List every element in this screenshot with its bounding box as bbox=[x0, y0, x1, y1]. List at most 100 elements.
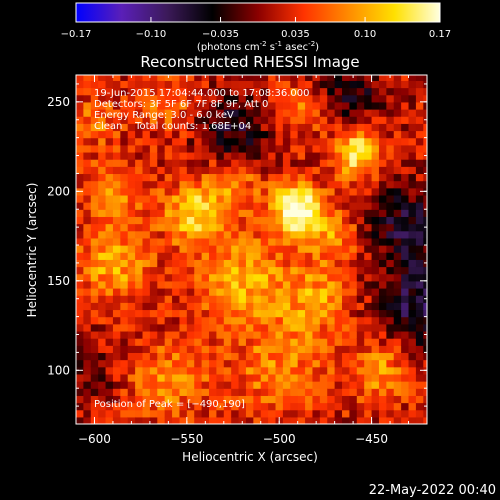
heatmap-cell bbox=[423, 395, 427, 404]
heatmap-cell bbox=[149, 194, 158, 203]
heatmap-cell bbox=[415, 123, 424, 132]
heatmap-cell bbox=[83, 101, 92, 110]
heatmap-cell bbox=[378, 116, 387, 124]
heatmap-cell bbox=[386, 151, 395, 160]
colorbar-tick-label: −0.17 bbox=[61, 29, 92, 40]
heatmap-cell bbox=[319, 309, 328, 318]
heatmap-cell bbox=[209, 359, 217, 368]
heatmap-cell bbox=[408, 316, 417, 325]
heatmap-cell bbox=[290, 381, 299, 389]
heatmap-cell bbox=[164, 123, 173, 132]
heatmap-cell bbox=[157, 309, 166, 318]
heatmap-cell bbox=[149, 137, 158, 146]
heatmap-cell bbox=[378, 194, 387, 203]
heatmap-cell bbox=[209, 323, 217, 332]
heatmap-cell bbox=[319, 295, 328, 303]
heatmap-cell bbox=[342, 373, 351, 382]
heatmap-cell bbox=[364, 259, 373, 268]
heatmap-cell bbox=[209, 345, 217, 354]
heatmap-cell bbox=[238, 345, 247, 354]
heatmap-cell bbox=[327, 151, 336, 160]
heatmap-cell bbox=[319, 137, 328, 146]
heatmap-cell bbox=[319, 75, 328, 81]
heatmap-cell bbox=[327, 209, 336, 217]
heatmap-cell bbox=[423, 352, 427, 361]
heatmap-cell bbox=[290, 416, 299, 424]
heatmap-cell bbox=[342, 338, 351, 346]
heatmap-cell bbox=[364, 87, 373, 96]
heatmap-cell bbox=[90, 280, 99, 289]
heatmap-cell bbox=[223, 237, 232, 246]
heatmap-cell bbox=[282, 101, 291, 110]
heatmap-cell bbox=[415, 151, 424, 160]
heatmap-cell bbox=[209, 137, 217, 146]
heatmap-cell bbox=[142, 352, 151, 361]
heatmap-cell bbox=[319, 116, 328, 124]
heatmap-cell bbox=[364, 266, 373, 275]
heatmap-cell bbox=[209, 316, 217, 325]
heatmap-cell bbox=[312, 366, 321, 375]
heatmap-cell bbox=[164, 316, 173, 325]
heatmap-cell bbox=[231, 266, 240, 275]
heatmap-cell bbox=[223, 75, 232, 81]
heatmap-cell bbox=[401, 123, 410, 132]
heatmap-cell bbox=[90, 230, 99, 239]
heatmap-cell bbox=[142, 180, 151, 189]
heatmap-cell bbox=[231, 87, 240, 96]
heatmap-cell bbox=[356, 109, 365, 117]
heatmap-cell bbox=[164, 295, 173, 303]
heatmap-cell bbox=[149, 130, 158, 139]
heatmap-cell bbox=[253, 166, 262, 175]
heatmap-cell bbox=[105, 209, 114, 217]
heatmap-cell bbox=[142, 345, 151, 354]
heatmap-cell bbox=[386, 166, 395, 175]
heatmap-cell bbox=[260, 266, 269, 275]
heatmap-cell bbox=[120, 323, 129, 332]
heatmap-cell bbox=[194, 187, 203, 196]
heatmap-cell bbox=[334, 80, 343, 89]
heatmap-cell bbox=[209, 352, 217, 361]
heatmap-cell bbox=[90, 159, 99, 167]
heatmap-cell bbox=[216, 101, 225, 110]
heatmap-cell bbox=[268, 352, 277, 361]
heatmap-cell bbox=[408, 101, 417, 110]
heatmap-cell bbox=[112, 144, 121, 153]
heatmap-cell bbox=[386, 295, 395, 303]
heatmap-cell bbox=[253, 101, 262, 110]
heatmap-cell bbox=[312, 330, 321, 339]
heatmap-cell bbox=[378, 316, 387, 325]
heatmap-cell bbox=[90, 338, 99, 346]
heatmap-cell bbox=[334, 187, 343, 196]
heatmap-cell bbox=[142, 166, 151, 175]
heatmap-cell bbox=[179, 180, 188, 189]
heatmap-cell bbox=[408, 252, 417, 260]
heatmap-cell bbox=[112, 80, 121, 89]
heatmap-cell bbox=[245, 366, 254, 375]
heatmap-cell bbox=[112, 252, 121, 260]
heatmap-cell bbox=[223, 187, 232, 196]
heatmap-cell bbox=[231, 330, 240, 339]
heatmap-cell bbox=[164, 116, 173, 124]
heatmap-cell bbox=[135, 173, 144, 182]
heatmap-cell bbox=[231, 252, 240, 260]
heatmap-cell bbox=[319, 166, 328, 175]
heatmap-cell bbox=[371, 345, 380, 354]
heatmap-cell bbox=[386, 416, 395, 424]
heatmap-cell bbox=[223, 259, 232, 268]
heatmap-cell bbox=[172, 338, 181, 346]
heatmap-cell bbox=[268, 123, 277, 132]
heatmap-cell bbox=[127, 402, 136, 411]
heatmap-cell bbox=[393, 202, 402, 210]
heatmap-cell bbox=[312, 87, 321, 96]
heatmap-cell bbox=[142, 230, 151, 239]
heatmap-cell bbox=[349, 345, 358, 354]
heatmap-cell bbox=[83, 302, 92, 311]
heatmap-cell bbox=[356, 366, 365, 375]
heatmap-cell bbox=[327, 75, 336, 81]
heatmap-cell bbox=[327, 194, 336, 203]
heatmap-cell bbox=[356, 180, 365, 189]
heatmap-cell bbox=[76, 144, 84, 153]
heatmap-cell bbox=[186, 109, 195, 117]
heatmap-cell bbox=[186, 159, 195, 167]
heatmap-cell bbox=[415, 252, 424, 260]
